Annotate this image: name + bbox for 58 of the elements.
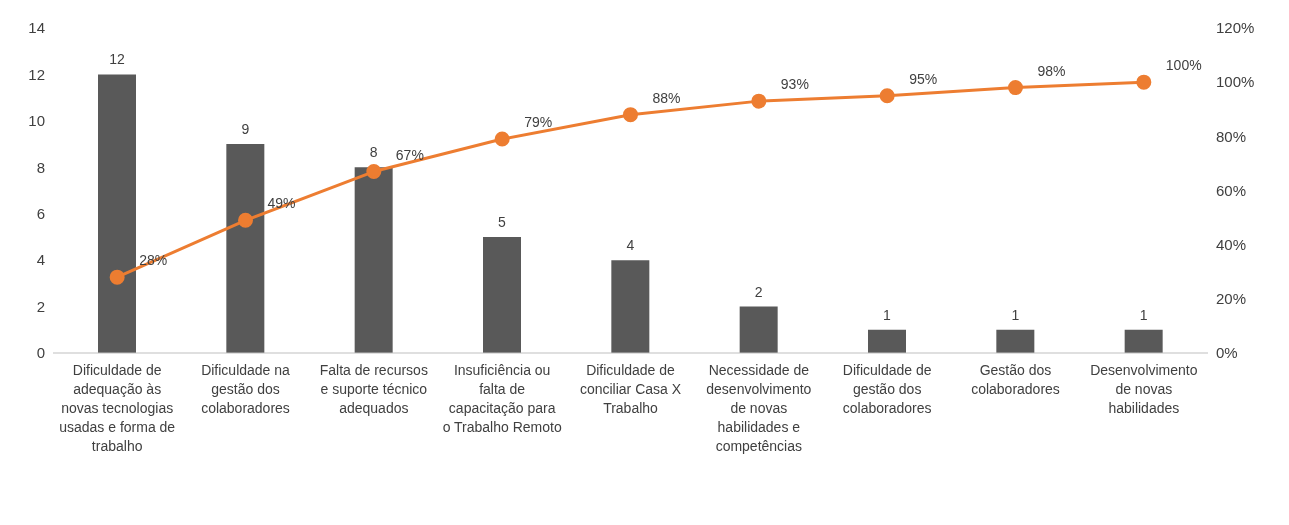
point <box>879 88 895 104</box>
bar <box>1124 329 1163 353</box>
y2-tick-label: 20% <box>1216 290 1247 308</box>
x-tick-label: Falta de recursos e suporte técnico adequados <box>319 362 428 416</box>
point <box>623 107 638 123</box>
x-tick-label: Dificuldade de gestão dos colaboradores <box>842 362 932 416</box>
y-tick-label: 10 <box>28 112 45 130</box>
y2-tick-label: 0% <box>1216 344 1238 362</box>
y-tick-label: 12 <box>28 65 45 83</box>
y2-tick-label: 100% <box>1216 73 1255 91</box>
y2-tick-label: 60% <box>1216 181 1247 199</box>
y-tick-label: 2 <box>36 297 45 315</box>
data-label: 1 <box>1011 306 1020 323</box>
point <box>1008 80 1023 96</box>
data-label: 79% <box>524 114 553 131</box>
bar <box>996 329 1035 353</box>
data-label: 67% <box>395 146 424 163</box>
bar <box>868 329 906 353</box>
bar <box>226 144 265 353</box>
x-tick-label: Gestão dos colaboradores <box>971 362 1060 397</box>
data-label: 12 <box>109 51 125 68</box>
x-tick-label: Dificuldade de adequação às novas tecnologias usadas e forma de trabalho <box>59 362 176 454</box>
bar <box>611 260 650 353</box>
x-tick-label: Dificuldade de conciliar Casa X Trabalho <box>579 362 682 416</box>
data-label: 98% <box>1037 62 1066 79</box>
data-label: 100% <box>1165 57 1202 74</box>
x-tick-label: Desenvolvimento de novas habilidades <box>1090 362 1198 416</box>
y-tick-label: 6 <box>36 205 45 223</box>
data-label: 95% <box>909 70 938 87</box>
point <box>494 131 510 147</box>
x-tick-label: Dificuldade na gestão dos colaboradores <box>201 362 291 416</box>
y-tick-label: 0 <box>36 344 45 362</box>
data-label: 1 <box>1139 306 1148 323</box>
point <box>366 164 382 180</box>
y-tick-label: 4 <box>36 251 45 269</box>
data-label: 88% <box>652 89 681 106</box>
data-label: 8 <box>369 144 378 161</box>
point <box>238 212 253 228</box>
point <box>109 269 125 285</box>
data-label: 2 <box>754 283 763 300</box>
y-tick-label: 8 <box>36 158 45 176</box>
x-tick-label: Insuficiência ou falta de capacitação para o Trabalho Remoto <box>442 362 562 435</box>
bar <box>98 74 136 353</box>
data-label: 1 <box>883 306 892 323</box>
y-tick-label: 14 <box>28 19 45 37</box>
bar <box>354 167 393 353</box>
y2-tick-label: 80% <box>1216 127 1247 145</box>
data-label: 9 <box>241 121 250 138</box>
data-label: 93% <box>780 76 809 93</box>
bar <box>483 236 521 353</box>
point <box>1136 74 1152 90</box>
data-label: 5 <box>498 213 507 230</box>
data-label: 4 <box>626 237 635 254</box>
bar <box>739 306 778 353</box>
y2-tick-label: 40% <box>1216 235 1247 253</box>
y2-tick-label: 120% <box>1216 19 1255 37</box>
point <box>751 93 767 109</box>
x-tick-label: Necessidade de desenvolvimento de novas habilidades e competências <box>706 362 812 454</box>
